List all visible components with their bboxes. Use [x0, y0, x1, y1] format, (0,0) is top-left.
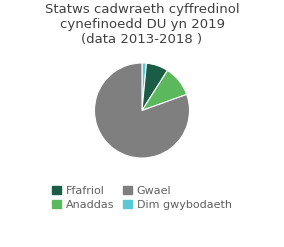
Title: Statws cadwraeth cyffredinol
cynefinoedd DU yn 2019
(data 2013-2018 ): Statws cadwraeth cyffredinol cynefinoedd…	[45, 3, 239, 46]
Wedge shape	[142, 63, 168, 110]
Wedge shape	[142, 63, 147, 110]
Wedge shape	[95, 63, 189, 158]
Legend: Ffafriol, Anaddas, Gwael, Dim gwybodaeth: Ffafriol, Anaddas, Gwael, Dim gwybodaeth	[48, 181, 236, 214]
Wedge shape	[142, 70, 187, 110]
